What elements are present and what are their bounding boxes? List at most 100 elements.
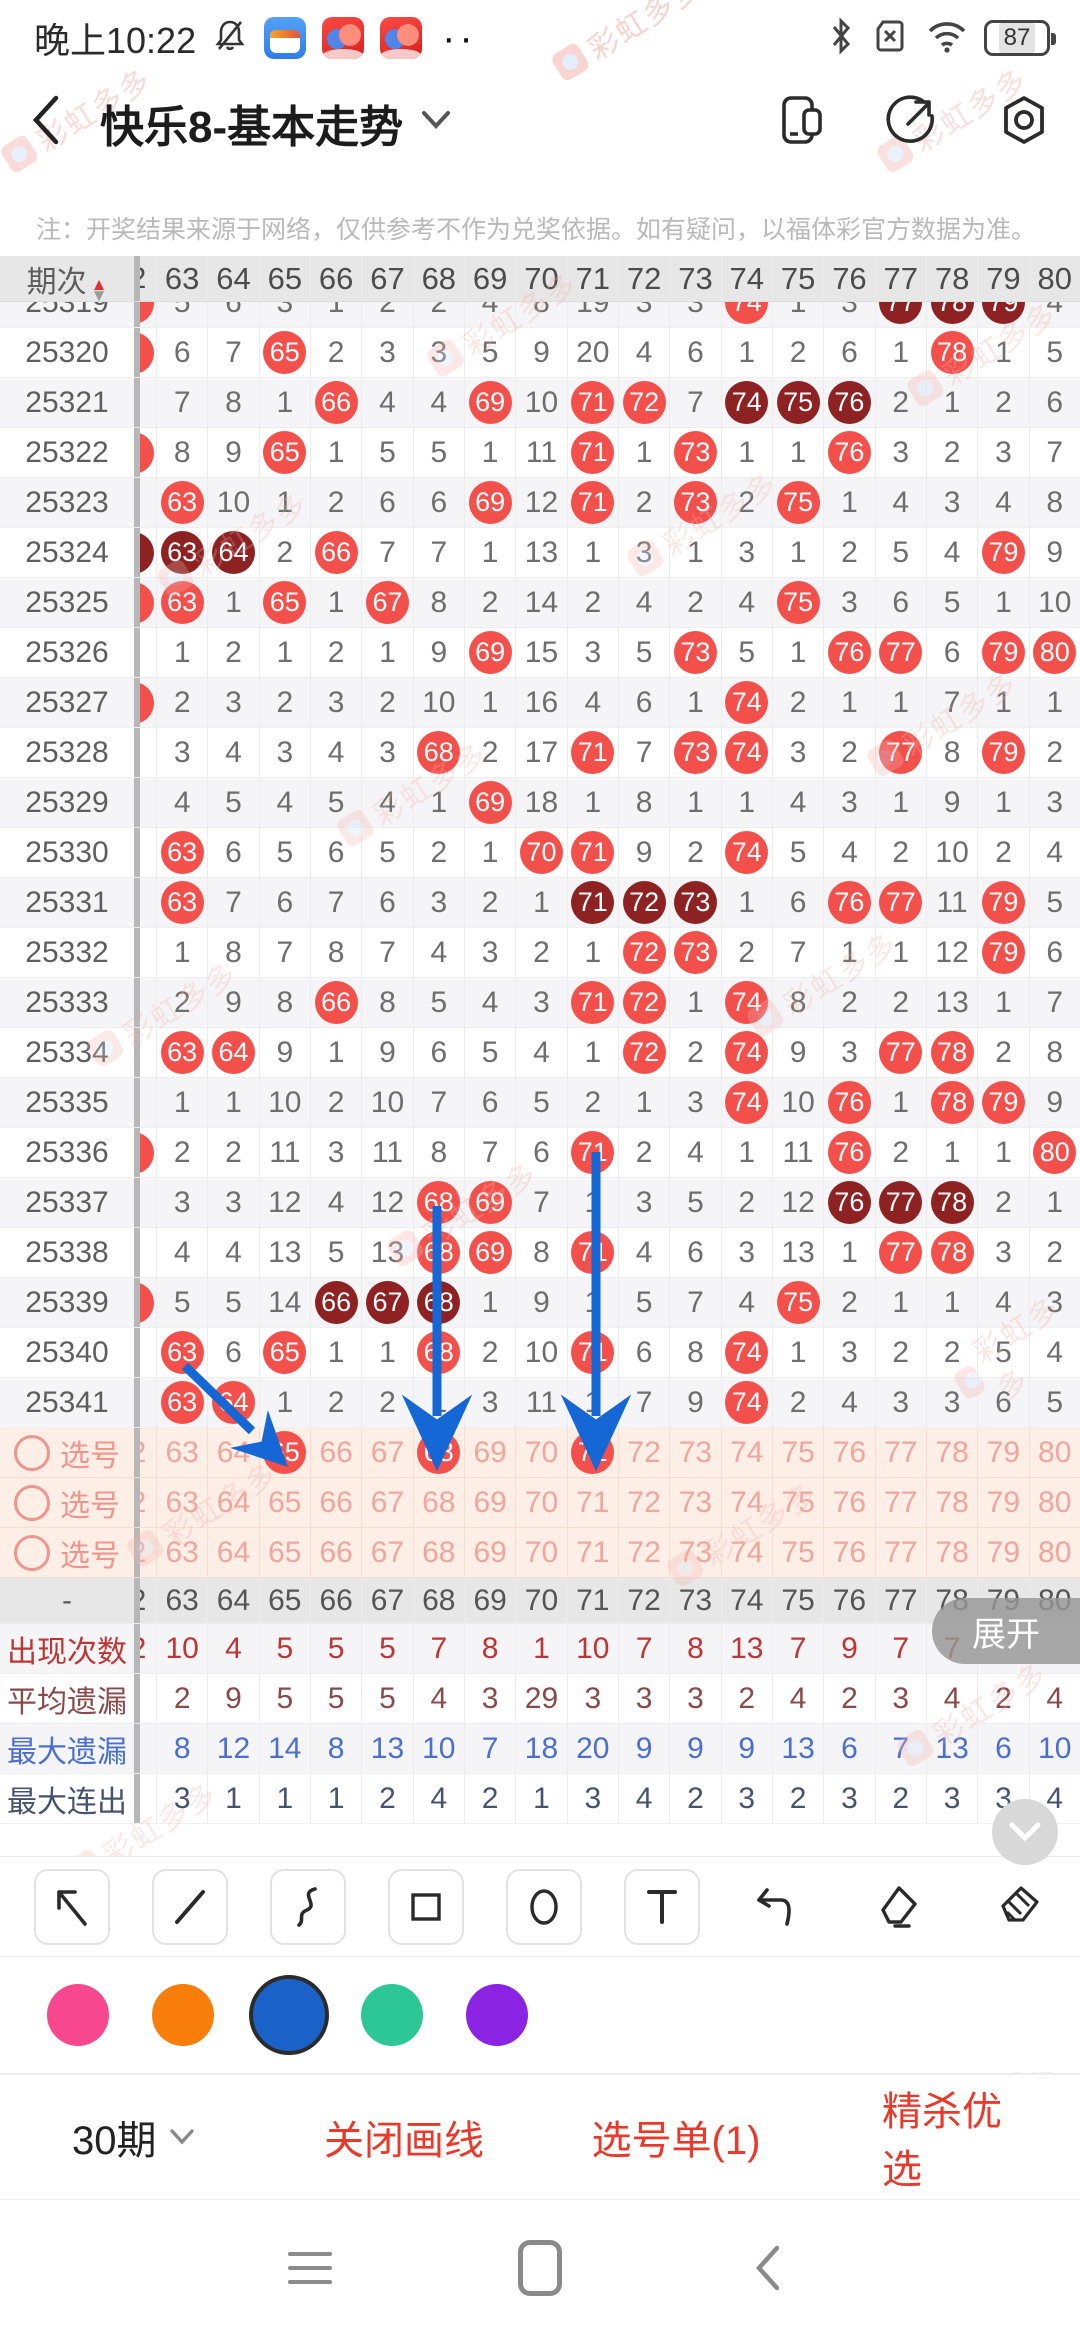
frozen-column-divider bbox=[134, 828, 140, 877]
pick-number-cell[interactable]: 76 bbox=[823, 1528, 874, 1577]
selected-number-ball[interactable]: 65 bbox=[263, 1431, 307, 1474]
pick-number-cell[interactable]: 76 bbox=[823, 1478, 874, 1527]
eraser-button[interactable] bbox=[862, 1869, 938, 1945]
expand-stats-button[interactable]: 展开 bbox=[932, 1598, 1080, 1664]
pick-number-cell[interactable]: 75 bbox=[771, 1428, 823, 1477]
arrow-tool-button[interactable] bbox=[34, 1869, 110, 1945]
pick-number-cell[interactable]: 71 bbox=[566, 1478, 618, 1527]
pick-number-cell[interactable]: 72 bbox=[617, 1428, 669, 1477]
pick-number-cell[interactable]: 63 bbox=[156, 1478, 207, 1527]
ellipse-tool-button[interactable] bbox=[506, 1869, 582, 1945]
pick-number-cell[interactable]: 66 bbox=[309, 1428, 361, 1477]
pick-number-cell[interactable]: 74 bbox=[720, 1528, 772, 1577]
curve-tool-button[interactable] bbox=[270, 1869, 346, 1945]
color-swatch-purple[interactable] bbox=[466, 1984, 528, 2046]
selected-number-ball[interactable]: 68 bbox=[417, 1431, 461, 1474]
pick-number-cell[interactable]: 64 bbox=[207, 1528, 258, 1577]
color-swatch-orange[interactable] bbox=[152, 1984, 214, 2046]
pick-number-cell[interactable]: 78 bbox=[925, 1528, 977, 1577]
pick-number-cell[interactable]: 70 bbox=[515, 1428, 566, 1477]
pick-row-radio[interactable] bbox=[14, 1434, 50, 1471]
pick-number-cell[interactable]: 70 bbox=[515, 1528, 566, 1577]
color-swatch-blue-selected[interactable] bbox=[249, 1975, 329, 2055]
pick-number-cell[interactable]: 79 bbox=[977, 1478, 1028, 1527]
pick-number-cell[interactable]: 71 bbox=[566, 1428, 618, 1477]
pick-number-cell[interactable]: 79 bbox=[977, 1428, 1028, 1477]
trend-cell: 1 bbox=[412, 1378, 464, 1427]
pick-number-cell[interactable]: 76 bbox=[823, 1428, 874, 1477]
stats-value-cell: 4 bbox=[412, 1774, 464, 1823]
pick-number-cell[interactable]: 68 bbox=[412, 1428, 464, 1477]
recent-apps-button[interactable] bbox=[288, 2252, 332, 2284]
pick-number-cell[interactable]: 66 bbox=[309, 1478, 361, 1527]
pick-number-cell[interactable]: 72 bbox=[617, 1478, 669, 1527]
home-button[interactable] bbox=[518, 2240, 562, 2296]
pick-number-cell[interactable]: 67 bbox=[361, 1478, 412, 1527]
pick-number-cell[interactable]: 73 bbox=[669, 1478, 720, 1527]
pick-number-cell[interactable]: 80 bbox=[1028, 1528, 1080, 1577]
pick-list-button[interactable]: 选号单(1) bbox=[591, 2119, 761, 2163]
text-tool-button[interactable] bbox=[624, 1869, 700, 1945]
undo-button[interactable] bbox=[738, 1869, 814, 1945]
pick-row-radio[interactable] bbox=[14, 1484, 50, 1521]
sort-toggle[interactable]: ▲ ▼ bbox=[90, 274, 108, 305]
pick-number-cell[interactable]: 77 bbox=[874, 1478, 926, 1527]
frozen-column-divider bbox=[134, 728, 140, 777]
pick-number-cell[interactable]: 74 bbox=[720, 1428, 772, 1477]
pick-number-cell[interactable]: 74 bbox=[720, 1478, 772, 1527]
period-column-header[interactable]: 期次 ▲ ▼ bbox=[0, 257, 134, 305]
trend-cell: 71 bbox=[566, 878, 618, 927]
nav-back-button[interactable] bbox=[752, 2244, 782, 2297]
pick-row-label[interactable]: 选号 bbox=[0, 1531, 134, 1575]
multi-window-icon[interactable] bbox=[778, 94, 826, 151]
color-swatch-green[interactable] bbox=[361, 1984, 423, 2046]
pick-number-cell[interactable]: 73 bbox=[669, 1428, 720, 1477]
period-range-selector[interactable]: 30期 bbox=[72, 2108, 195, 2166]
share-icon[interactable] bbox=[886, 94, 938, 151]
pick-number-cell[interactable]: 71 bbox=[566, 1528, 618, 1577]
selected-number-ball[interactable]: 71 bbox=[571, 1431, 615, 1474]
pick-number-cell[interactable]: 64 bbox=[207, 1478, 258, 1527]
close-drawing-button[interactable]: 关闭画线 bbox=[324, 2119, 484, 2163]
pick-number-cell[interactable]: 66 bbox=[309, 1528, 361, 1577]
title-dropdown-caret[interactable] bbox=[421, 110, 451, 135]
pick-number-cell[interactable]: 72 bbox=[617, 1528, 669, 1577]
pick-number-cell[interactable]: 75 bbox=[771, 1528, 823, 1577]
pick-number-cell[interactable]: 69 bbox=[463, 1428, 515, 1477]
line-tool-button[interactable] bbox=[152, 1869, 228, 1945]
pick-number-cell[interactable]: 67 bbox=[361, 1428, 412, 1477]
pick-number-cell[interactable]: 80 bbox=[1028, 1428, 1080, 1477]
pick-number-cell[interactable]: 80 bbox=[1028, 1478, 1080, 1527]
pick-number-cell[interactable]: 69 bbox=[463, 1478, 515, 1527]
clear-all-button[interactable] bbox=[982, 1869, 1058, 1945]
pick-number-cell[interactable]: 78 bbox=[925, 1478, 977, 1527]
pick-number-cell[interactable]: 77 bbox=[874, 1428, 926, 1477]
trend-cell: 2 bbox=[874, 978, 926, 1027]
pick-row-radio[interactable] bbox=[14, 1534, 50, 1571]
color-swatch-pink[interactable] bbox=[47, 1984, 109, 2046]
trend-cell: 1 bbox=[669, 528, 720, 577]
pick-number-cell[interactable]: 77 bbox=[874, 1528, 926, 1577]
pick-number-cell[interactable]: 70 bbox=[515, 1478, 566, 1527]
rectangle-tool-button[interactable] bbox=[388, 1869, 464, 1945]
pick-number-cell[interactable]: 79 bbox=[977, 1528, 1028, 1577]
pick-number-cell[interactable]: 78 bbox=[925, 1428, 977, 1477]
pick-number-cell[interactable]: 65 bbox=[258, 1528, 310, 1577]
premium-filter-button[interactable]: 精杀优选 bbox=[882, 2090, 1002, 2192]
pick-number-cell[interactable]: 67 bbox=[361, 1528, 412, 1577]
back-button[interactable] bbox=[28, 94, 62, 151]
pick-number-cell[interactable]: 69 bbox=[463, 1528, 515, 1577]
pick-number-cell[interactable]: 63 bbox=[156, 1428, 207, 1477]
pick-number-cell[interactable]: 63 bbox=[156, 1528, 207, 1577]
pick-row-label[interactable]: 选号 bbox=[0, 1481, 134, 1525]
pick-number-cell[interactable]: 65 bbox=[258, 1478, 310, 1527]
pick-number-cell[interactable]: 75 bbox=[771, 1478, 823, 1527]
pick-number-cell[interactable]: 65 bbox=[258, 1428, 310, 1477]
pick-row-label[interactable]: 选号 bbox=[0, 1431, 134, 1475]
settings-icon[interactable] bbox=[998, 94, 1050, 151]
collapse-stats-button[interactable] bbox=[992, 1799, 1058, 1865]
pick-number-cell[interactable]: 68 bbox=[412, 1528, 464, 1577]
pick-number-cell[interactable]: 64 bbox=[207, 1428, 258, 1477]
pick-number-cell[interactable]: 73 bbox=[669, 1528, 720, 1577]
pick-number-cell[interactable]: 68 bbox=[412, 1478, 464, 1527]
